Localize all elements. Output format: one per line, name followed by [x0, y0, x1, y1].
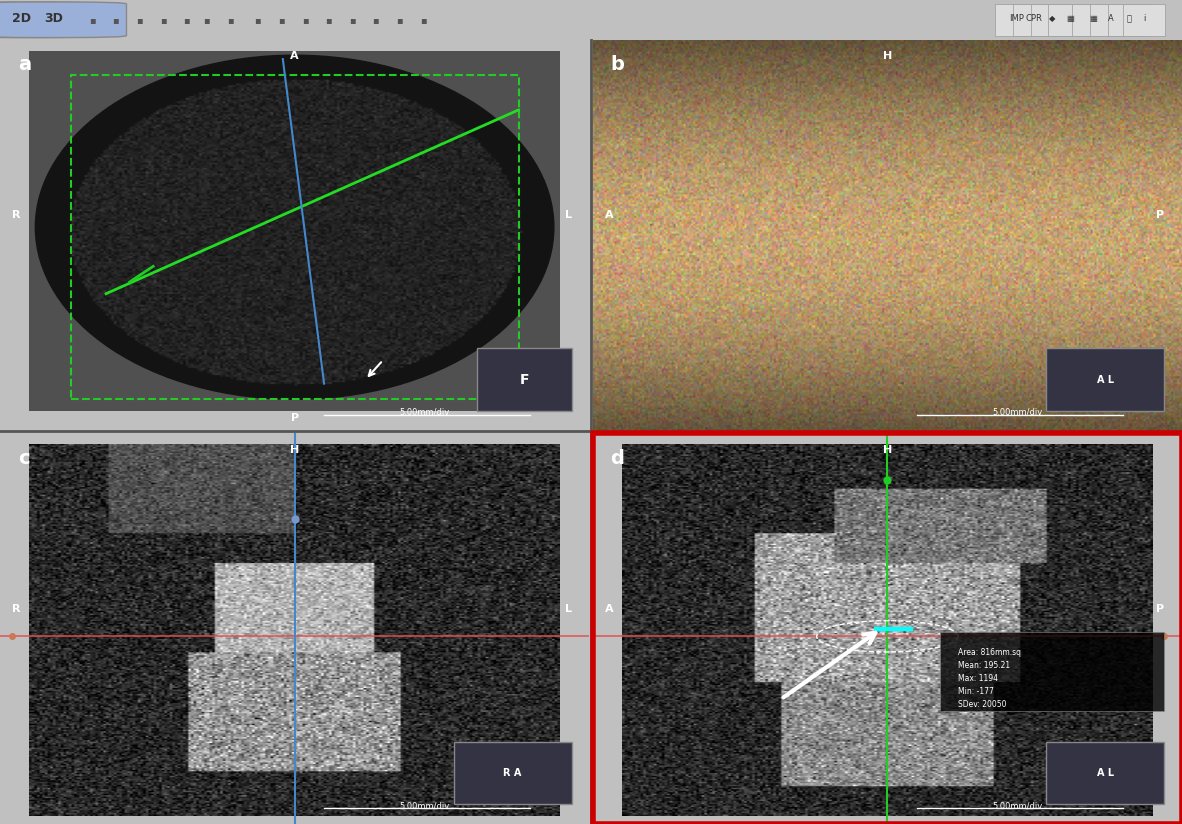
- Text: L: L: [565, 210, 572, 221]
- Text: 5.00mm/div: 5.00mm/div: [992, 408, 1043, 417]
- Text: ▦: ▦: [1090, 15, 1097, 24]
- Text: ▪: ▪: [254, 15, 261, 25]
- FancyBboxPatch shape: [1048, 3, 1091, 36]
- Text: d: d: [610, 448, 624, 468]
- Text: ▪: ▪: [325, 15, 332, 25]
- Text: H: H: [290, 445, 299, 455]
- FancyBboxPatch shape: [995, 3, 1038, 36]
- Text: L: L: [565, 604, 572, 614]
- FancyBboxPatch shape: [0, 2, 95, 38]
- Text: b: b: [610, 55, 624, 74]
- Text: A: A: [291, 51, 299, 61]
- Text: A: A: [604, 210, 613, 221]
- Text: Area: 816mm.sq: Area: 816mm.sq: [959, 648, 1021, 657]
- Text: ▪: ▪: [349, 15, 356, 25]
- FancyBboxPatch shape: [0, 2, 126, 38]
- Text: SDev: 20050: SDev: 20050: [959, 700, 1007, 709]
- Text: ▪: ▪: [301, 15, 309, 25]
- FancyBboxPatch shape: [1046, 742, 1164, 804]
- Text: ▪: ▪: [227, 15, 234, 25]
- Text: H: H: [883, 51, 892, 61]
- Text: 5.00mm/div: 5.00mm/div: [400, 408, 449, 417]
- Text: ▪: ▪: [136, 15, 143, 25]
- Text: CPR: CPR: [1026, 15, 1043, 24]
- FancyBboxPatch shape: [1108, 3, 1150, 36]
- Text: ▪: ▪: [278, 15, 285, 25]
- Text: Ⓡ: Ⓡ: [1126, 15, 1131, 24]
- FancyBboxPatch shape: [1031, 3, 1073, 36]
- FancyBboxPatch shape: [941, 632, 1164, 710]
- Text: P: P: [291, 413, 299, 423]
- Text: A: A: [604, 604, 613, 614]
- Text: ▪: ▪: [112, 15, 119, 25]
- Text: F: F: [520, 372, 530, 386]
- Text: A: A: [1109, 15, 1113, 24]
- Text: ▦: ▦: [1066, 15, 1073, 24]
- Text: 2D: 2D: [12, 12, 31, 26]
- Text: ▪: ▪: [372, 15, 379, 25]
- Text: R: R: [12, 604, 20, 614]
- Text: 3D: 3D: [44, 12, 63, 26]
- Text: P: P: [1156, 604, 1164, 614]
- Text: 5.00mm/div: 5.00mm/div: [400, 801, 449, 810]
- FancyBboxPatch shape: [454, 742, 572, 804]
- FancyBboxPatch shape: [1072, 3, 1115, 36]
- Text: Min: -177: Min: -177: [959, 686, 994, 695]
- Text: ▪: ▪: [396, 15, 403, 25]
- Text: R A: R A: [504, 768, 521, 778]
- Text: ▪: ▪: [420, 15, 427, 25]
- Text: ◆: ◆: [1048, 15, 1056, 24]
- FancyBboxPatch shape: [1123, 3, 1165, 36]
- Circle shape: [35, 55, 554, 400]
- Text: A L: A L: [1097, 375, 1113, 385]
- FancyBboxPatch shape: [1090, 3, 1132, 36]
- FancyBboxPatch shape: [478, 349, 572, 411]
- Text: i: i: [1143, 15, 1145, 24]
- Text: R: R: [12, 210, 20, 221]
- Text: ▪: ▪: [160, 15, 167, 25]
- Text: ▪: ▪: [203, 15, 210, 25]
- Bar: [71, 75, 519, 400]
- Text: c: c: [18, 448, 30, 468]
- Text: P: P: [1156, 210, 1164, 221]
- Text: IMP: IMP: [1009, 15, 1024, 24]
- Text: ▪: ▪: [183, 15, 190, 25]
- Text: Mean: 195.21: Mean: 195.21: [959, 661, 1011, 670]
- Text: Max: 1194: Max: 1194: [959, 674, 998, 683]
- Text: a: a: [18, 55, 31, 74]
- Text: ▪: ▪: [89, 15, 96, 25]
- Text: A L: A L: [1097, 768, 1113, 778]
- Text: 5.00mm/div: 5.00mm/div: [992, 801, 1043, 810]
- FancyBboxPatch shape: [1013, 3, 1056, 36]
- Text: H: H: [883, 445, 892, 455]
- FancyBboxPatch shape: [1046, 349, 1164, 411]
